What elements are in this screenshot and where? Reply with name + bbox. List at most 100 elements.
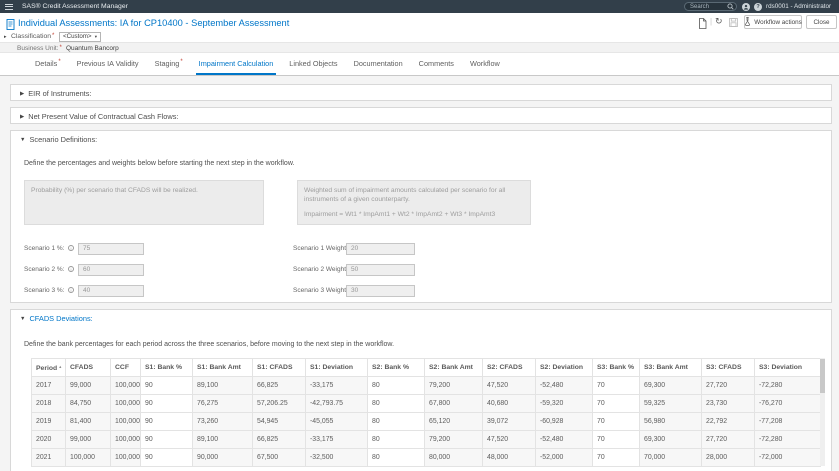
bank-percent-cell[interactable]: 70: [592, 448, 640, 467]
tab-bar: Details* Previous IA Validity Staging* Impa…: [0, 53, 839, 75]
value-cell: -32,500: [305, 448, 368, 467]
column-header[interactable]: CCF: [110, 358, 141, 377]
page-title: Individual Assessments: IA for CP10400 -…: [18, 17, 290, 28]
column-header[interactable]: S3: Bank Amt: [639, 358, 702, 377]
bank-percent-cell[interactable]: 90: [140, 430, 193, 449]
collapse-triangle-icon[interactable]: ▸: [4, 34, 7, 40]
value-cell: 56,980: [639, 412, 702, 431]
column-header[interactable]: S3: CFADS: [701, 358, 755, 377]
column-header[interactable]: S1: CFADS: [252, 358, 306, 377]
column-header-label: Period: [36, 364, 58, 372]
tab-linked-objects[interactable]: Linked Objects: [289, 59, 337, 75]
column-header[interactable]: S3: Deviation: [754, 358, 821, 377]
bank-percent-cell[interactable]: 70: [592, 376, 640, 395]
bank-percent-cell[interactable]: 90: [140, 412, 193, 431]
save-icon[interactable]: [729, 18, 738, 27]
flask-icon: [744, 16, 751, 28]
classification-value: <Custom>: [63, 33, 92, 40]
workflow-actions-button[interactable]: Workflow actions: [744, 15, 802, 29]
bank-percent-cell[interactable]: 70: [592, 430, 640, 449]
column-header-label: S1: CFADS: [257, 364, 293, 371]
scenario-weight-input[interactable]: 50: [346, 264, 415, 276]
period-cell: 2021: [31, 448, 66, 467]
search-icon[interactable]: [727, 3, 734, 10]
value-cell: 59,325: [639, 394, 702, 413]
bank-percent-cell[interactable]: 70: [592, 412, 640, 431]
section-header[interactable]: ▶ EIR of Instruments:: [20, 89, 92, 98]
tab-workflow[interactable]: Workflow: [470, 59, 500, 75]
hamburger-menu-icon[interactable]: [5, 3, 13, 10]
section-header[interactable]: ▼ Scenario Definitions:: [20, 135, 97, 144]
value-cell: 47,520: [482, 430, 536, 449]
bank-percent-cell[interactable]: 90: [140, 448, 193, 467]
tab-impairment-calculation[interactable]: Impairment Calculation: [195, 59, 276, 75]
tab-label: Workflow: [469, 59, 500, 68]
value-cell: 90,000: [192, 448, 253, 467]
history-icon[interactable]: ↻: [715, 15, 723, 26]
bank-percent-cell[interactable]: 80: [367, 448, 425, 467]
value-cell: 22,792: [701, 412, 755, 431]
table-scrollbar[interactable]: [820, 358, 825, 466]
column-header[interactable]: S2: Bank Amt: [424, 358, 483, 377]
value-cell: 27,720: [701, 376, 755, 395]
bank-percent-cell[interactable]: 80: [367, 412, 425, 431]
help-icon[interactable]: ?: [754, 2, 762, 11]
column-header-label: S1: Deviation: [310, 364, 354, 371]
info-icon[interactable]: i: [68, 266, 74, 272]
scrollbar-thumb[interactable]: [820, 359, 825, 393]
document-icon[interactable]: [698, 18, 707, 29]
column-header[interactable]: Period ▴: [31, 358, 66, 377]
value-cell: -76,270: [754, 394, 821, 413]
close-button[interactable]: Close: [806, 15, 837, 29]
column-header[interactable]: S2: Bank %: [367, 358, 425, 377]
scenario-weight-input[interactable]: 30: [346, 285, 415, 297]
value-cell: 28,000: [701, 448, 755, 467]
tab-label: Linked Objects: [289, 59, 338, 68]
bank-percent-cell[interactable]: 80: [367, 430, 425, 449]
app-title: SAS® Credit Assessment Manager: [22, 3, 128, 10]
bank-percent-cell[interactable]: 80: [367, 376, 425, 395]
value-cell: 67,800: [424, 394, 483, 413]
column-header[interactable]: S1: Bank %: [140, 358, 193, 377]
chevron-down-icon: ▼: [20, 136, 26, 143]
tab-staging[interactable]: Staging*: [155, 59, 183, 75]
scenario-percent-input[interactable]: 60: [78, 264, 144, 276]
search-input[interactable]: Search: [684, 2, 737, 11]
scenario-description: Define the percentages and weights below…: [24, 160, 295, 167]
tab-label: Comments: [418, 59, 454, 68]
bank-percent-cell[interactable]: 70: [592, 394, 640, 413]
column-header[interactable]: S1: Bank Amt: [192, 358, 253, 377]
tab-details[interactable]: Details*: [35, 59, 61, 75]
tab-comments[interactable]: Comments: [419, 59, 454, 75]
scenario-percent-input[interactable]: 40: [78, 285, 144, 297]
scenario-weight-input[interactable]: 20: [346, 243, 415, 255]
column-header[interactable]: S3: Bank %: [592, 358, 640, 377]
user-icon[interactable]: [742, 2, 750, 11]
section-header[interactable]: ▼ CFADS Deviations:: [20, 314, 93, 323]
bank-percent-cell[interactable]: 90: [140, 394, 193, 413]
column-header[interactable]: S2: CFADS: [482, 358, 536, 377]
section-header[interactable]: ▶ Net Present Value of Contractual Cash …: [20, 112, 178, 121]
column-header[interactable]: S1: Deviation: [305, 358, 368, 377]
bank-percent-cell[interactable]: 90: [140, 376, 193, 395]
column-header[interactable]: S2: Deviation: [535, 358, 593, 377]
table-row: 2017 99,000 100,000 90 89,100 66,825 -33,175 80…: [31, 376, 821, 395]
bank-percent-cell[interactable]: 80: [367, 394, 425, 413]
info-icon[interactable]: i: [68, 287, 74, 293]
value-cell: 80,000: [424, 448, 483, 467]
info-icon[interactable]: i: [68, 245, 74, 251]
column-header-label: S2: Bank %: [372, 364, 410, 371]
value-cell: 40,680: [482, 394, 536, 413]
value-cell: 76,275: [192, 394, 253, 413]
tab-previous-ia-validity[interactable]: Previous IA Validity: [77, 59, 139, 75]
column-header-label: S3: Bank Amt: [644, 364, 688, 371]
value-cell: 69,300: [639, 376, 702, 395]
scenario-percent-label: Scenario 3 %:: [24, 287, 65, 294]
value-cell: -60,928: [535, 412, 593, 431]
classification-dropdown[interactable]: <Custom> ▾: [59, 31, 101, 42]
scenario-percent-input[interactable]: 75: [78, 243, 144, 255]
tab-documentation[interactable]: Documentation: [354, 59, 403, 75]
value-cell: 48,000: [482, 448, 536, 467]
value-cell: 69,300: [639, 430, 702, 449]
column-header[interactable]: CFADS: [65, 358, 111, 377]
